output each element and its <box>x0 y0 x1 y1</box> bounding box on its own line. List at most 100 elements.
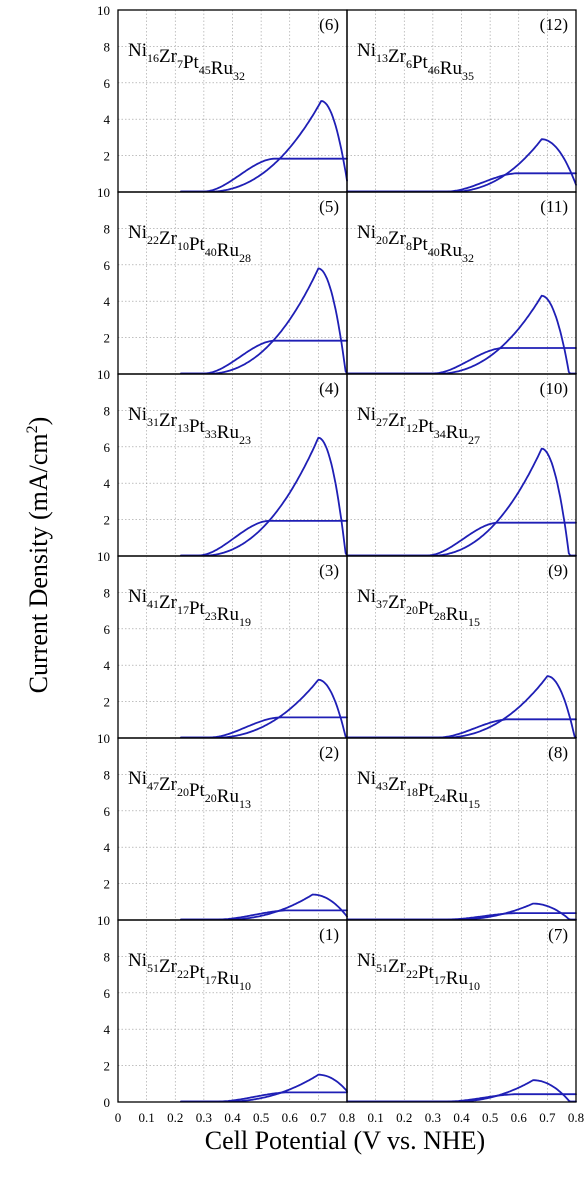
element-subscript: 20 <box>406 603 418 617</box>
panel-id-label: (2) <box>319 743 339 762</box>
element-subscript: 22 <box>177 967 189 981</box>
y-tick-label: 0 <box>104 1095 111 1110</box>
y-tick-label: 4 <box>104 1022 111 1037</box>
y-tick-label: 4 <box>104 112 111 127</box>
curve-reverse-scan <box>180 436 348 557</box>
y-tick-label: 10 <box>97 913 110 928</box>
element-symbol: Ru <box>446 786 469 807</box>
element-subscript: 47 <box>147 779 159 793</box>
element-symbol: Zr <box>159 228 178 249</box>
composition-label: Ni43Zr18Pt24Ru15 <box>357 768 480 811</box>
curve-reverse-scan <box>180 1073 348 1103</box>
x-tick-label: 0.1 <box>368 1110 384 1125</box>
element-symbol: Zr <box>388 46 407 67</box>
element-subscript: 23 <box>205 609 217 623</box>
element-symbol: Ni <box>357 404 376 425</box>
element-subscript: 7 <box>177 57 183 71</box>
y-tick-label: 6 <box>104 76 111 91</box>
element-symbol: Pt <box>189 962 206 983</box>
x-tick-label: 0.4 <box>453 1110 470 1125</box>
element-symbol: Ru <box>217 604 240 625</box>
element-symbol: Ni <box>128 222 147 243</box>
element-subscript: 13 <box>177 421 189 435</box>
y-tick-label: 2 <box>104 513 111 528</box>
x-axis-ticks: 0 0.1 0.2 0.3 0.4 0.5 0.6 0.7 0.8 0.1 0.2 0.3 0.4 0.5… <box>115 1110 584 1125</box>
element-subscript: 10 <box>177 239 189 253</box>
element-subscript: 17 <box>434 973 446 987</box>
element-symbol: Ru <box>446 422 469 443</box>
element-subscript: 31 <box>147 415 159 429</box>
element-subscript: 51 <box>147 961 159 975</box>
element-symbol: Ru <box>217 240 240 261</box>
y-tick-label: 10 <box>97 731 110 746</box>
element-subscript: 37 <box>376 597 388 611</box>
y-tick-label: 8 <box>104 403 111 418</box>
element-symbol: Ni <box>128 404 147 425</box>
element-symbol: Zr <box>159 410 178 431</box>
element-symbol: Zr <box>388 228 407 249</box>
composition-label: Ni27Zr12Pt34Ru27 <box>357 404 480 447</box>
panel-11: (11) Ni20Zr8Pt40Ru32 <box>346 191 577 375</box>
y-axis-title-close: ) <box>24 417 53 426</box>
curve-reverse-scan <box>346 1079 577 1103</box>
element-subscript: 13 <box>376 51 388 65</box>
element-symbol: Ni <box>128 586 147 607</box>
y-tick-label: 8 <box>104 39 111 54</box>
element-subscript: 46 <box>428 63 440 77</box>
panel-grid: (6)Ni16Zr7Pt45Ru32246810(12)Ni13Zr6Pt46R… <box>97 3 577 1110</box>
x-tick-label: 0.2 <box>396 1110 412 1125</box>
curve-forward-scan <box>180 520 348 557</box>
element-symbol: Ni <box>128 40 147 61</box>
element-symbol: Pt <box>189 234 206 255</box>
element-symbol: Pt <box>412 234 429 255</box>
element-symbol: Ni <box>357 40 376 61</box>
x-tick-label: 0.7 <box>539 1110 556 1125</box>
element-symbol: Ni <box>357 586 376 607</box>
x-tick-label: 0.6 <box>282 1110 299 1125</box>
element-subscript: 45 <box>199 63 211 77</box>
element-symbol: Pt <box>189 780 206 801</box>
panel-id-label: (10) <box>540 379 568 398</box>
y-tick-label: 6 <box>104 440 111 455</box>
element-symbol: Zr <box>159 46 178 67</box>
element-subscript: 13 <box>239 797 251 811</box>
y-tick-label: 10 <box>97 3 110 18</box>
panel-10: (10) Ni27Zr12Pt34Ru27 <box>346 373 577 557</box>
element-symbol: Pt <box>189 598 206 619</box>
y-tick-label: 8 <box>104 221 111 236</box>
element-symbol: Ru <box>217 786 240 807</box>
composition-label: Ni41Zr17Pt23Ru19 <box>128 586 251 629</box>
curve-forward-scan <box>180 157 348 193</box>
element-subscript: 34 <box>434 427 446 441</box>
element-symbol: Zr <box>159 774 178 795</box>
y-tick-label: 4 <box>104 476 111 491</box>
element-subscript: 15 <box>468 615 480 629</box>
element-symbol: Ru <box>217 968 240 989</box>
x-tick-label: 0.7 <box>310 1110 327 1125</box>
x-tick-label: 0.8 <box>568 1110 584 1125</box>
element-symbol: Ni <box>128 768 147 789</box>
element-subscript: 40 <box>205 245 217 259</box>
x-axis-title: Cell Potential (V vs. NHE) <box>205 1126 485 1155</box>
x-tick-label: 0.4 <box>224 1110 241 1125</box>
panel-6: (6) Ni16Zr7Pt45Ru32 2 4 6 8 10 <box>97 3 348 193</box>
x-tick-label: 0.8 <box>339 1110 355 1125</box>
composition-label: Ni47Zr20Pt20Ru13 <box>128 768 251 811</box>
y-tick-label: 2 <box>104 149 111 164</box>
element-symbol: Pt <box>418 598 435 619</box>
curve-reverse-scan <box>346 294 577 375</box>
element-subscript: 22 <box>406 967 418 981</box>
element-subscript: 10 <box>468 979 480 993</box>
element-subscript: 15 <box>468 797 480 811</box>
y-axis-title: Current Density (mA/cm2) <box>24 417 53 694</box>
y-axis-title-main: Current Density (mA/cm <box>24 433 53 693</box>
element-symbol: Ru <box>217 422 240 443</box>
curve-forward-scan <box>346 521 577 557</box>
element-subscript: 32 <box>462 251 474 265</box>
y-tick-label: 6 <box>104 986 111 1001</box>
y-tick-label: 4 <box>104 294 111 309</box>
composition-label: Ni51Zr22Pt17Ru10 <box>357 950 480 993</box>
y-tick-label: 10 <box>97 367 110 382</box>
